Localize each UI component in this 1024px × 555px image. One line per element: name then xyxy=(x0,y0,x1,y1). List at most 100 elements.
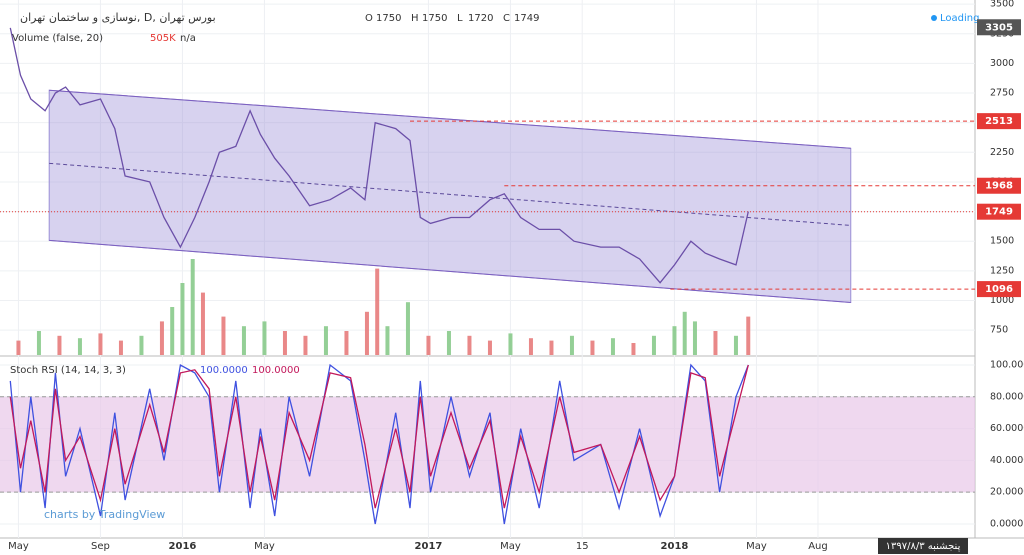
date-label: پنجشنبه ۱۳۹۷/۸/۳ xyxy=(886,541,961,552)
status-dot xyxy=(931,15,937,21)
volume-bar xyxy=(528,338,533,355)
level-box xyxy=(977,281,1021,298)
y-tick-label: 80.0000 xyxy=(990,391,1024,402)
y-tick-label: 100.0000 xyxy=(990,359,1024,370)
volume-bar xyxy=(190,259,195,355)
level-box xyxy=(977,203,1021,220)
ohlc-key: H xyxy=(411,13,419,24)
symbol-title: نوسازی و ساختمان تهران, D, بورس تهران xyxy=(20,11,216,24)
x-tick-label: May xyxy=(500,541,521,552)
y-tick-label: 60.0000 xyxy=(990,423,1024,434)
x-tick-label: May xyxy=(254,541,275,552)
stoch-value: 100.0000 xyxy=(200,365,248,376)
channel-line xyxy=(49,239,851,303)
y-tick-label: 0.0000 xyxy=(990,518,1023,529)
volume-bar xyxy=(610,338,615,355)
status: Loading xyxy=(940,13,979,24)
ohlc-value: 1749 xyxy=(514,13,539,24)
volume-title: Volume (false, 20) xyxy=(12,33,103,44)
ohlc-key: O xyxy=(365,13,373,24)
stoch-value: 100.0000 xyxy=(252,365,300,376)
volume-bar xyxy=(682,311,687,355)
y-tick-label: 40.0000 xyxy=(990,455,1024,466)
volume-bar xyxy=(569,335,574,355)
x-tick-label: 2018 xyxy=(661,541,689,552)
volume-value: n/a xyxy=(180,33,196,44)
volume-bar xyxy=(36,331,41,355)
y-tick-label: 1250 xyxy=(990,265,1014,276)
volume-bar xyxy=(170,307,175,355)
volume-bar xyxy=(487,340,492,355)
volume-bar xyxy=(746,316,751,355)
volume-bar xyxy=(77,338,82,355)
volume-bar xyxy=(446,331,451,355)
marker-label: 3305 xyxy=(985,22,1013,33)
x-tick-label: Sep xyxy=(91,541,110,552)
volume-bar xyxy=(139,335,144,355)
brand: charts by TradingView xyxy=(44,508,165,521)
channel-line xyxy=(49,89,851,149)
volume-bar xyxy=(323,326,328,355)
x-tick-label: Aug xyxy=(808,541,828,552)
volume-bar xyxy=(385,326,390,355)
volume-bar xyxy=(631,343,636,355)
volume-bar xyxy=(118,340,123,355)
volume-bar xyxy=(303,335,308,355)
data-line xyxy=(9,27,749,284)
volume-bar xyxy=(590,340,595,355)
volume-bar xyxy=(549,340,554,355)
volume-bar xyxy=(426,335,431,355)
volume-bar xyxy=(405,302,410,355)
x-tick-label: May xyxy=(8,541,29,552)
ohlc-value: 1750 xyxy=(422,13,447,24)
plot xyxy=(0,27,975,525)
data-line xyxy=(9,364,749,509)
ohlc-key: L xyxy=(457,13,463,24)
volume-bar xyxy=(672,326,677,355)
volume-value: 505K xyxy=(150,33,176,44)
volume-bar xyxy=(344,331,349,355)
volume-bar xyxy=(57,335,62,355)
volume-bar xyxy=(221,316,226,355)
level-box xyxy=(977,177,1021,194)
x-tick-label: 2017 xyxy=(415,541,443,552)
volume-bar xyxy=(16,340,21,355)
stoch-title: Stoch RSI (14, 14, 3, 3) xyxy=(10,365,126,376)
volume-bar xyxy=(282,331,287,355)
y-tick-label: 1000 xyxy=(990,295,1014,306)
volume-bar xyxy=(713,331,718,355)
y-tick-label: 1500 xyxy=(990,236,1014,247)
y-tick-label: 2250 xyxy=(990,147,1014,158)
volume-bar xyxy=(98,333,103,355)
volume-bar xyxy=(733,335,738,355)
data-line xyxy=(9,363,749,525)
volume-bar xyxy=(651,335,656,355)
volume-bar xyxy=(159,321,164,355)
level-box xyxy=(977,113,1021,130)
x-tick-label: May xyxy=(746,541,767,552)
marker-box xyxy=(977,19,1021,36)
channel-line xyxy=(49,162,851,226)
y-tick-label: 20.0000 xyxy=(990,487,1024,498)
level-label: 1968 xyxy=(985,181,1013,192)
volume-bar xyxy=(467,335,472,355)
x-tick-label: 2016 xyxy=(169,541,197,552)
volume-bar xyxy=(200,292,205,355)
ohlc-value: 1750 xyxy=(376,13,401,24)
volume-bar xyxy=(375,268,380,355)
y-tick-label: 3500 xyxy=(990,0,1014,10)
level-label: 2513 xyxy=(985,116,1013,127)
ohlc-key: C xyxy=(503,13,510,24)
volume-bar xyxy=(262,321,267,355)
volume-bar xyxy=(508,333,513,355)
y-tick-label: 3000 xyxy=(990,58,1014,69)
volume-bar xyxy=(241,326,246,355)
y-tick-label: 2750 xyxy=(990,88,1014,99)
overlay: نوسازی و ساختمان تهران, D, بورس تهران Vo… xyxy=(8,0,1024,554)
y-tick-label: 750 xyxy=(990,325,1008,336)
volume-bar xyxy=(180,283,185,355)
date-box xyxy=(878,538,968,554)
level-label: 1096 xyxy=(985,284,1013,295)
level-label: 1749 xyxy=(985,207,1013,218)
